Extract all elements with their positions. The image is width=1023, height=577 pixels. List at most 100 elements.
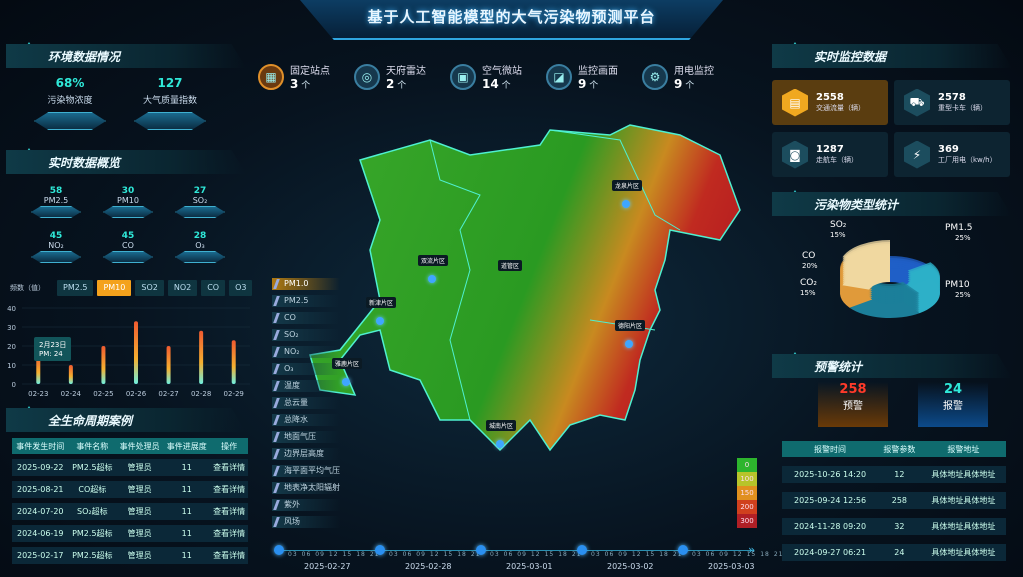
layer-item[interactable]: 海平面平均气压 (272, 465, 340, 477)
timeline-hours: 03 06 09 12 15 18 21 (490, 551, 582, 558)
layer-item[interactable]: SO₂ (272, 329, 340, 341)
station-pin-icon[interactable] (625, 340, 633, 348)
timeline-day-marker[interactable] (476, 545, 486, 555)
slice-percent: 15% (830, 231, 846, 239)
station-icon: ▦ (258, 63, 284, 90)
timeline-day-marker[interactable] (678, 545, 688, 555)
layer-item[interactable]: PM1.0 (272, 278, 340, 290)
table-cell: 11 (163, 525, 211, 542)
nav-item[interactable]: ◪ 监控画面 9 个 (546, 62, 618, 91)
view-details-link[interactable]: 查看详情 (210, 503, 248, 520)
table-row[interactable]: 2025-10-26 14:20 12 具体地址具体地址 (782, 466, 1006, 483)
table-cell: 2024-09-27 06:21 (782, 544, 879, 561)
layer-item[interactable]: 风场 (272, 516, 340, 528)
timeline-date: 2025-03-03 (708, 562, 755, 571)
layer-item[interactable]: CO (272, 312, 340, 324)
tab-pm2.5[interactable]: PM2.5 (57, 280, 94, 296)
tab-o3[interactable]: O3 (229, 280, 253, 296)
map-region[interactable] (309, 124, 741, 452)
legend-entry: 200 (737, 500, 757, 514)
timeline-day-marker[interactable] (274, 545, 284, 555)
slice-percent: 25% (955, 234, 971, 242)
layer-item[interactable]: PM2.5 (272, 295, 340, 307)
table-cell: 11 (163, 503, 211, 520)
micro-station-icon: ▣ (450, 63, 476, 90)
table-cell: 11 (163, 547, 211, 564)
tab-so2[interactable]: SO2 (135, 280, 164, 296)
district-label[interactable]: 新津片区 (366, 297, 397, 308)
nav-item[interactable]: ⚙ 用电监控 9 个 (642, 62, 714, 91)
slice-label: CO (802, 251, 815, 261)
pollutant-panel-title: 污染物类型统计 (772, 190, 1012, 216)
column-header: 事件发生时间 (12, 438, 69, 454)
timeline-next-icon[interactable]: » (748, 543, 756, 557)
district-label[interactable]: 城南片区 (486, 420, 517, 431)
station-pin-icon[interactable] (428, 275, 436, 283)
table-cell: 2025-09-22 (12, 459, 69, 476)
nav-item[interactable]: ◎ 天府雷达 2 个 (354, 62, 426, 91)
view-details-link[interactable]: 查看详情 (210, 525, 248, 542)
nav-item[interactable]: ▣ 空气微站 14 个 (450, 62, 522, 91)
table-cell: 12 (878, 466, 921, 483)
layer-item[interactable]: 总云量 (272, 397, 340, 409)
station-pin-icon[interactable] (342, 378, 350, 386)
realtime-stat: 45 CO (100, 231, 156, 263)
table-row[interactable]: 2024-09-27 06:21 24 具体地址具体地址 (782, 544, 1006, 561)
table-row[interactable]: 2025-09-24 12:56 258 具体地址具体地址 (782, 492, 1006, 509)
district-label[interactable]: 雅鹿片区 (332, 358, 363, 369)
bar (134, 321, 138, 384)
table-row[interactable]: 2024-11-28 09:20 32 具体地址具体地址 (782, 518, 1006, 535)
column-header: 事件名称 (68, 438, 117, 454)
station-pin-icon[interactable] (376, 317, 384, 325)
layer-item[interactable]: 紫外 (272, 499, 340, 511)
view-details-link[interactable]: 查看详情 (210, 459, 248, 476)
district-label[interactable]: 龙泉片区 (612, 180, 643, 191)
station-pin-icon[interactable] (496, 440, 504, 448)
district-label[interactable]: 德阳片区 (615, 320, 646, 331)
bar (101, 346, 106, 384)
nav-item[interactable]: ▦ 固定站点 3 个 (258, 62, 330, 91)
view-details-link[interactable]: 查看详情 (210, 547, 248, 564)
timeline-track[interactable] (274, 550, 754, 551)
tab-no2[interactable]: NO2 (167, 280, 198, 296)
y-tick-label: 0 (12, 381, 16, 389)
station-pin-icon[interactable] (622, 200, 630, 208)
district-label[interactable]: 双流片区 (418, 255, 449, 266)
bar (199, 330, 204, 384)
layer-item[interactable]: O₃ (272, 363, 340, 375)
layer-item[interactable]: 温度 (272, 380, 340, 392)
table-cell: PM2.5超标 (68, 459, 117, 476)
pollution-map (309, 124, 741, 452)
table-cell: 2025-08-21 (12, 481, 69, 498)
realtime-stat: 58 PM2.5 (28, 186, 84, 218)
column-header: 报警参数 (878, 441, 921, 457)
timeline-hours: 03 06 09 12 15 18 21 (591, 551, 683, 558)
layer-item[interactable]: 地表净太阳辐射 (272, 482, 340, 494)
timeline-day-marker[interactable] (577, 545, 587, 555)
layer-item[interactable]: 总降水 (272, 414, 340, 426)
env-panel-title: 环境数据情况 (6, 42, 246, 68)
tab-co[interactable]: CO (201, 280, 226, 296)
x-tick-label: 02-28 (191, 390, 211, 398)
timeline-day-marker[interactable] (375, 545, 385, 555)
layer-item[interactable]: NO₂ (272, 346, 340, 358)
slice-label: CO₂ (800, 278, 817, 288)
panel-title: 污染物类型统计 (772, 192, 1012, 216)
table-row: 2025-02-17 PM2.5超标 管理员 11 查看详情 (12, 547, 248, 564)
table-row: 2024-07-20 SO₂超标 管理员 11 查看详情 (12, 503, 248, 520)
table-cell: 具体地址具体地址 (920, 518, 1006, 535)
lightning-icon: ⚡ (904, 140, 930, 169)
district-label[interactable]: 道管区 (498, 260, 523, 271)
layer-item[interactable]: 地面气压 (272, 431, 340, 443)
view-details-link[interactable]: 查看详情 (210, 481, 248, 498)
monitor-card: ⛟ 2578 重型卡车（辆） (894, 80, 1010, 125)
panel-title: 实时数据概览 (6, 150, 246, 174)
bar (36, 355, 41, 384)
pollutant-tabs: 频数（值） PM2.5 PM10 SO2 NO2 CO O3 (10, 280, 256, 296)
station-nav: ▦ 固定站点 3 个 ◎ 天府雷达 2 个 ▣ 空气微站 14 个 ◪ 监控画面 9 个 ⚙ 用电监控 9 … (258, 62, 714, 91)
env-stat: 68% 污染物浓度 (30, 76, 110, 130)
layer-item[interactable]: 边界层高度 (272, 448, 340, 460)
table-cell: 2025-02-17 (12, 547, 69, 564)
slice-percent: 15% (800, 289, 816, 297)
tab-pm10[interactable]: PM10 (97, 280, 132, 296)
